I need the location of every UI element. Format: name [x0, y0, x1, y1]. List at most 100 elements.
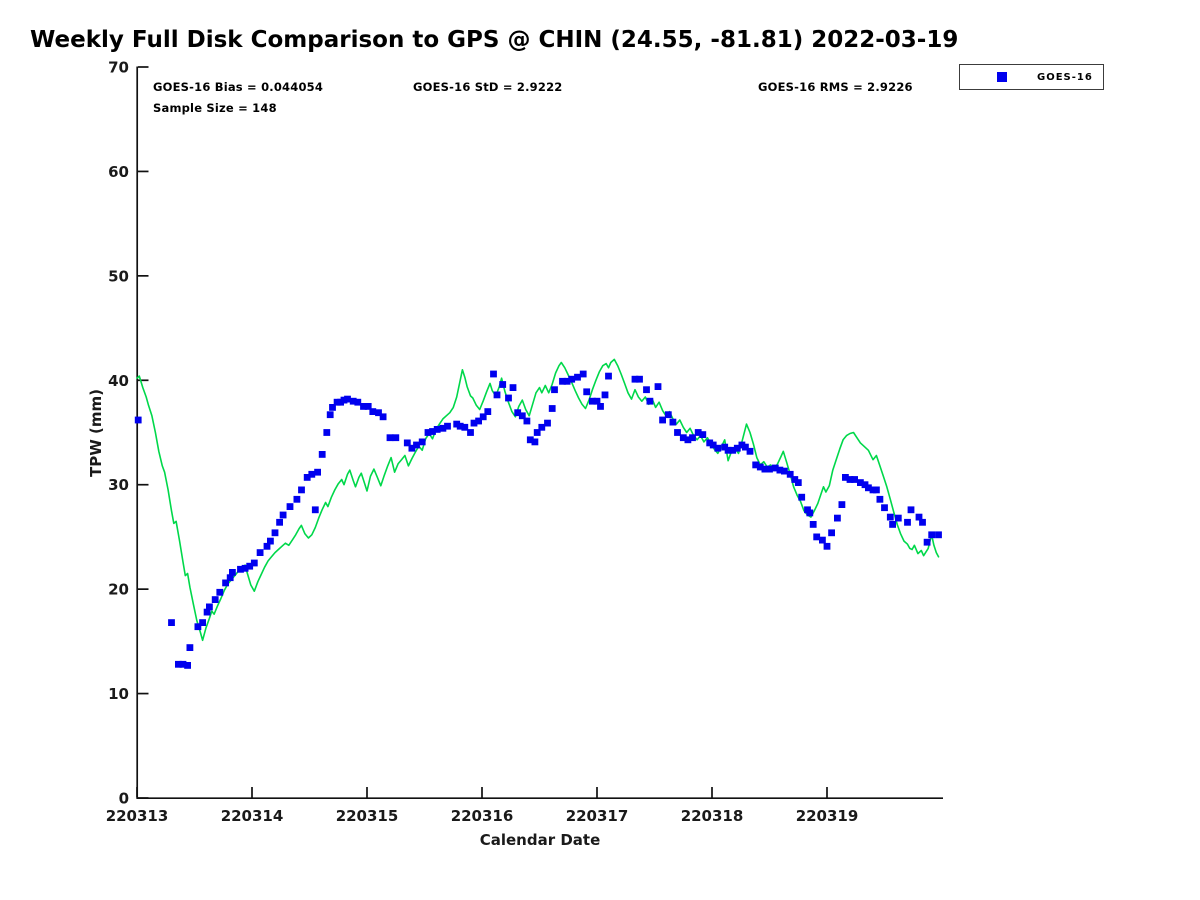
goes16-marker — [479, 413, 487, 421]
goes16-marker — [349, 397, 357, 405]
goes16-marker — [375, 409, 382, 417]
x-tick-label: 220313 — [106, 807, 169, 825]
goes16-marker — [134, 416, 142, 424]
goes16-marker — [211, 596, 219, 603]
goes16-marker — [819, 536, 826, 544]
goes16-marker — [267, 537, 274, 545]
goes16-marker — [424, 429, 432, 436]
x-tick-label: 220315 — [336, 807, 399, 825]
goes16-marker — [168, 619, 175, 626]
goes16-marker — [601, 391, 609, 399]
goes16-marker — [514, 409, 522, 417]
goes16-marker — [794, 479, 802, 486]
stat-sample-size: Sample Size = 148 — [153, 101, 277, 115]
goes16-marker — [786, 470, 794, 478]
goes16-marker — [340, 396, 348, 404]
goes16-marker — [364, 403, 372, 410]
goes16-marker — [551, 386, 558, 394]
goes16-marker — [752, 461, 760, 469]
goes16-marker — [184, 662, 191, 669]
goes16-marker — [709, 441, 717, 449]
goes16-marker — [548, 405, 556, 412]
y-tick-label: 10 — [108, 685, 129, 703]
goes16-marker — [413, 441, 420, 449]
goes16-marker — [526, 436, 534, 444]
goes16-marker — [694, 429, 702, 436]
goes16-marker — [386, 434, 394, 442]
legend-label: GOES-16 — [1037, 71, 1093, 83]
goes16-marker — [250, 559, 258, 567]
goes16-marker — [659, 416, 666, 424]
goes16-marker — [928, 531, 936, 539]
x-tick-label: 220314 — [221, 807, 284, 825]
x-tick-label: 220318 — [681, 807, 744, 825]
goes16-marker — [828, 529, 835, 537]
goes16-marker — [256, 549, 264, 556]
goes16-marker — [194, 623, 202, 631]
goes16-marker — [456, 422, 464, 430]
goes16-marker — [605, 372, 612, 380]
chart-title: Weekly Full Disk Comparison to GPS @ CHI… — [30, 27, 959, 53]
x-axis-label: Calendar Date — [479, 831, 601, 849]
goes16-marker — [597, 403, 604, 410]
axes-spines — [136, 66, 943, 800]
goes16-marker — [568, 375, 576, 383]
goes16-marker — [403, 439, 411, 447]
goes16-marker — [433, 426, 441, 433]
goes16-marker — [559, 377, 566, 385]
goes16-marker — [574, 373, 581, 381]
goes16-marker — [237, 565, 244, 573]
goes16-marker — [904, 518, 911, 526]
goes16-marker — [531, 438, 539, 446]
goes16-marker — [518, 412, 526, 420]
goes16-marker — [203, 608, 211, 616]
goes16-marker — [490, 370, 497, 378]
goes16-marker — [533, 429, 541, 436]
goes16-marker — [329, 404, 336, 411]
goes16-marker — [216, 588, 224, 596]
goes16-marker — [229, 569, 236, 576]
y-tick-label: 20 — [108, 581, 129, 599]
goes16-marker — [756, 463, 764, 471]
goes16-marker — [493, 391, 501, 399]
goes16-marker — [379, 413, 387, 421]
goes16-marker — [439, 424, 447, 432]
goes16-marker — [881, 504, 888, 512]
goes16-marker — [873, 486, 880, 494]
goes16-marker — [408, 444, 416, 452]
goes16-marker — [593, 397, 601, 405]
goes16-marker — [523, 417, 531, 425]
goes16-marker — [308, 470, 316, 478]
goes16-marker — [935, 531, 942, 539]
goes16-marker — [699, 431, 707, 438]
y-tick-label: 70 — [108, 59, 129, 77]
goes16-marker — [354, 398, 362, 406]
goes16-marker — [226, 574, 234, 582]
goes16-marker — [771, 464, 779, 472]
goes16-marker — [886, 513, 894, 521]
goes16-marker — [733, 444, 741, 452]
goes16-marker — [674, 429, 681, 436]
goes16-marker — [538, 423, 546, 431]
goes16-marker — [175, 660, 182, 668]
goes16-marker — [889, 521, 896, 528]
goes16-marker — [222, 579, 229, 587]
goes16-marker — [714, 444, 722, 452]
goes16-marker — [729, 446, 737, 454]
goes16-marker — [643, 386, 650, 394]
goes16-marker — [684, 436, 692, 444]
goes16-marker — [461, 423, 469, 431]
goes16-marker — [834, 514, 841, 522]
goes16-marker — [919, 518, 926, 526]
goes16-marker — [323, 429, 331, 436]
goes16-marker — [761, 465, 769, 473]
goes16-marker — [467, 429, 474, 436]
goes16-marker — [791, 476, 799, 483]
goes16-marker — [199, 619, 206, 626]
goes16-marker — [776, 466, 784, 474]
goes16-marker — [271, 529, 279, 537]
goes16-marker — [669, 418, 677, 426]
legend: GOES-16 — [959, 64, 1104, 90]
x-tick-label: 220317 — [566, 807, 629, 825]
x-tick-label: 220316 — [451, 807, 514, 825]
